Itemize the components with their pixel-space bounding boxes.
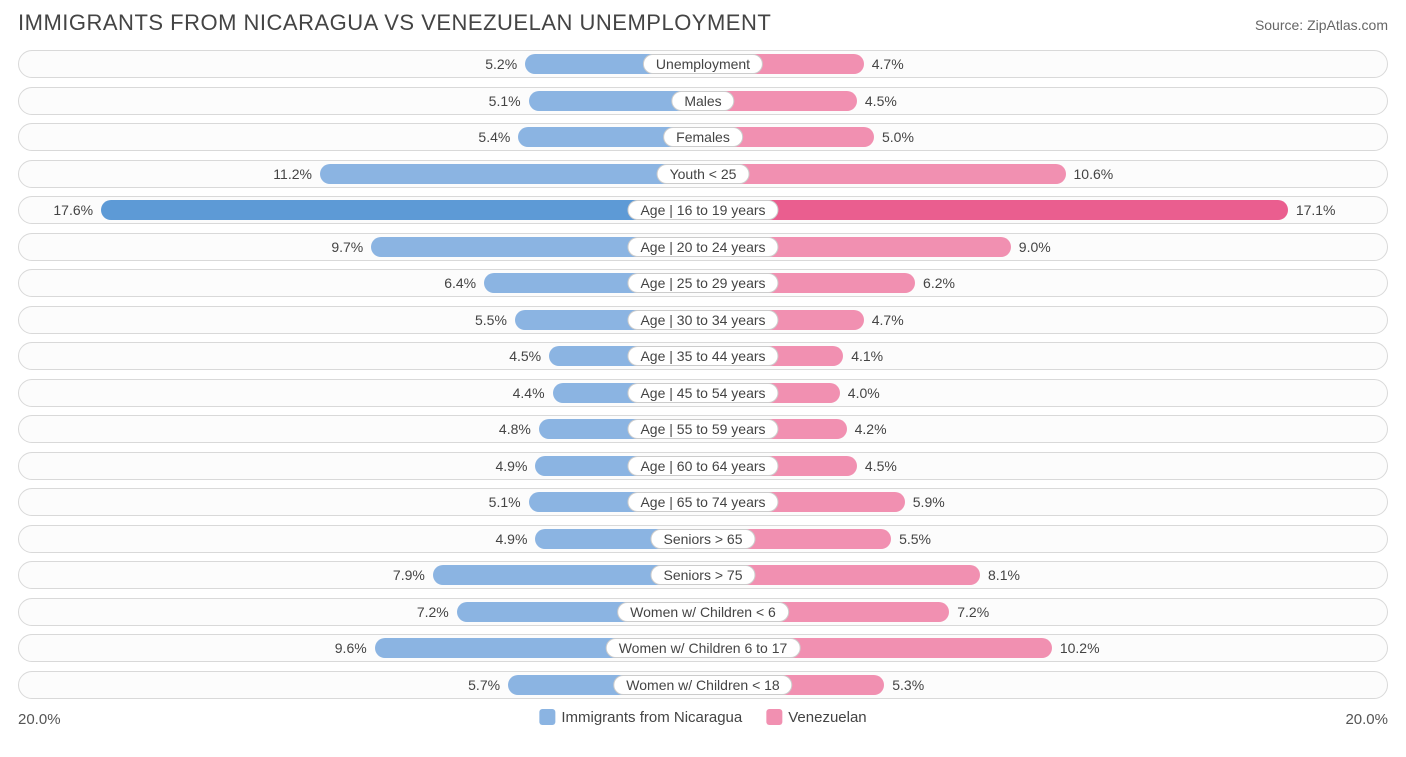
value-label-left: 4.8% <box>499 416 531 442</box>
chart-row: 4.9% 4.5% Age | 60 to 64 years <box>18 452 1388 480</box>
chart-footer: 20.0% Immigrants from Nicaragua Venezuel… <box>18 705 1388 735</box>
bar-right <box>703 164 1066 184</box>
value-label-right: 4.2% <box>855 416 887 442</box>
chart-row: 4.8% 4.2% Age | 55 to 59 years <box>18 415 1388 443</box>
category-label: Women w/ Children < 6 <box>617 602 789 622</box>
value-label-left: 5.2% <box>485 51 517 77</box>
value-label-left: 5.1% <box>489 489 521 515</box>
value-label-right: 17.1% <box>1296 197 1336 223</box>
legend-label-left: Immigrants from Nicaragua <box>561 709 742 726</box>
value-label-left: 17.6% <box>53 197 93 223</box>
chart-row: 7.2% 7.2% Women w/ Children < 6 <box>18 598 1388 626</box>
value-label-left: 5.1% <box>489 88 521 114</box>
value-label-right: 4.1% <box>851 343 883 369</box>
chart-row: 9.6% 10.2% Women w/ Children 6 to 17 <box>18 634 1388 662</box>
category-label: Youth < 25 <box>657 164 750 184</box>
value-label-left: 7.9% <box>393 562 425 588</box>
category-label: Women w/ Children < 18 <box>613 675 792 695</box>
value-label-left: 4.9% <box>496 526 528 552</box>
value-label-left: 7.2% <box>417 599 449 625</box>
bar-left <box>320 164 703 184</box>
chart-row: 7.9% 8.1% Seniors > 75 <box>18 561 1388 589</box>
value-label-right: 7.2% <box>957 599 989 625</box>
category-label: Age | 45 to 54 years <box>627 383 778 403</box>
value-label-right: 4.7% <box>872 307 904 333</box>
value-label-right: 5.3% <box>892 672 924 698</box>
value-label-left: 4.4% <box>513 380 545 406</box>
chart-row: 17.6% 17.1% Age | 16 to 19 years <box>18 196 1388 224</box>
value-label-left: 5.4% <box>478 124 510 150</box>
category-label: Unemployment <box>643 54 763 74</box>
value-label-left: 4.9% <box>496 453 528 479</box>
value-label-right: 4.7% <box>872 51 904 77</box>
chart-row: 5.1% 5.9% Age | 65 to 74 years <box>18 488 1388 516</box>
category-label: Age | 65 to 74 years <box>627 492 778 512</box>
legend-swatch-right <box>766 709 782 725</box>
value-label-right: 8.1% <box>988 562 1020 588</box>
chart-row: 5.7% 5.3% Women w/ Children < 18 <box>18 671 1388 699</box>
chart-header: IMMIGRANTS FROM NICARAGUA VS VENEZUELAN … <box>18 10 1388 36</box>
chart-row: 11.2% 10.6% Youth < 25 <box>18 160 1388 188</box>
category-label: Males <box>671 91 734 111</box>
value-label-left: 11.2% <box>273 161 312 187</box>
category-label: Age | 25 to 29 years <box>627 273 778 293</box>
category-label: Age | 20 to 24 years <box>627 237 778 257</box>
category-label: Females <box>663 127 743 147</box>
legend-label-right: Venezuelan <box>788 709 866 726</box>
legend-item-left: Immigrants from Nicaragua <box>539 709 742 726</box>
diverging-bar-chart: 5.2% 4.7% Unemployment 5.1% 4.5% Males 5.4% 5.0… <box>18 50 1388 699</box>
chart-row: 4.4% 4.0% Age | 45 to 54 years <box>18 379 1388 407</box>
category-label: Age | 35 to 44 years <box>627 346 778 366</box>
chart-row: 4.9% 5.5% Seniors > 65 <box>18 525 1388 553</box>
value-label-right: 10.2% <box>1060 635 1100 661</box>
category-label: Seniors > 75 <box>651 565 756 585</box>
value-label-right: 5.0% <box>882 124 914 150</box>
axis-max-right: 20.0% <box>1345 711 1388 728</box>
value-label-right: 4.5% <box>865 88 897 114</box>
value-label-right: 6.2% <box>923 270 955 296</box>
bar-left <box>101 200 703 220</box>
category-label: Seniors > 65 <box>651 529 756 549</box>
chart-row: 5.2% 4.7% Unemployment <box>18 50 1388 78</box>
chart-row: 5.4% 5.0% Females <box>18 123 1388 151</box>
value-label-right: 5.9% <box>913 489 945 515</box>
value-label-left: 4.5% <box>509 343 541 369</box>
value-label-left: 9.7% <box>331 234 363 260</box>
value-label-left: 5.7% <box>468 672 500 698</box>
chart-row: 5.5% 4.7% Age | 30 to 34 years <box>18 306 1388 334</box>
chart-title: IMMIGRANTS FROM NICARAGUA VS VENEZUELAN … <box>18 10 771 36</box>
bar-right <box>703 200 1288 220</box>
chart-source: Source: ZipAtlas.com <box>1255 17 1388 33</box>
category-label: Age | 55 to 59 years <box>627 419 778 439</box>
category-label: Age | 30 to 34 years <box>627 310 778 330</box>
value-label-right: 5.5% <box>899 526 931 552</box>
legend-item-right: Venezuelan <box>766 709 866 726</box>
value-label-right: 4.0% <box>848 380 880 406</box>
axis-max-left: 20.0% <box>18 711 61 728</box>
value-label-left: 6.4% <box>444 270 476 296</box>
value-label-right: 10.6% <box>1074 161 1114 187</box>
legend-swatch-left <box>539 709 555 725</box>
category-label: Age | 60 to 64 years <box>627 456 778 476</box>
chart-legend: Immigrants from Nicaragua Venezuelan <box>539 709 866 726</box>
value-label-left: 9.6% <box>335 635 367 661</box>
chart-row: 4.5% 4.1% Age | 35 to 44 years <box>18 342 1388 370</box>
value-label-right: 9.0% <box>1019 234 1051 260</box>
chart-row: 5.1% 4.5% Males <box>18 87 1388 115</box>
category-label: Age | 16 to 19 years <box>627 200 778 220</box>
category-label: Women w/ Children 6 to 17 <box>606 638 801 658</box>
value-label-left: 5.5% <box>475 307 507 333</box>
chart-row: 9.7% 9.0% Age | 20 to 24 years <box>18 233 1388 261</box>
chart-row: 6.4% 6.2% Age | 25 to 29 years <box>18 269 1388 297</box>
value-label-right: 4.5% <box>865 453 897 479</box>
